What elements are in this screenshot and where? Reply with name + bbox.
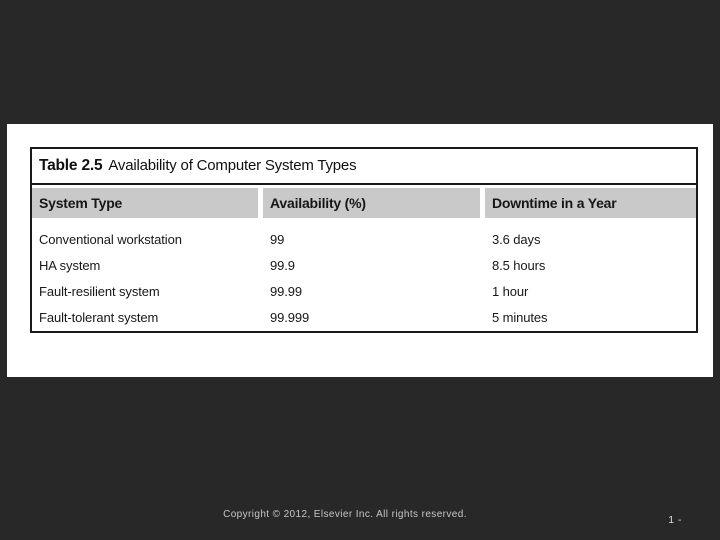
table-title: Table 2.5 Availability of Computer System… — [32, 149, 696, 185]
cell-downtime: 5 minutes — [492, 310, 548, 325]
cell-system-type: Fault-resilient system — [39, 284, 160, 299]
column-header-system-type: System Type — [32, 188, 258, 218]
table-body: Conventional workstation 99 3.6 days HA … — [32, 227, 696, 331]
cell-system-type: Fault-tolerant system — [39, 310, 159, 325]
table-row: Fault-tolerant system 99.999 5 minutes — [32, 305, 696, 331]
cell-availability: 99.999 — [270, 310, 310, 325]
cell-downtime: 8.5 hours — [492, 258, 546, 273]
cell-system-type: HA system — [39, 258, 101, 273]
column-header-downtime: Downtime in a Year — [485, 188, 696, 218]
slide-content-panel: Table 2.5 Availability of Computer System… — [7, 124, 713, 377]
cell-availability: 99.99 — [270, 284, 303, 299]
cell-downtime: 1 hour — [492, 284, 529, 299]
cell-system-type: Conventional workstation — [39, 232, 182, 247]
page-number: 1 - — [668, 514, 682, 526]
cell-availability: 99.9 — [270, 258, 295, 273]
table-title-text: Availability of Computer System Types — [108, 157, 357, 174]
cell-availability: 99 — [270, 232, 285, 247]
table-row: Conventional workstation 99 3.6 days — [32, 227, 696, 253]
availability-table: Table 2.5 Availability of Computer System… — [30, 147, 698, 333]
copyright-text: Copyright © 2012, Elsevier Inc. All righ… — [223, 509, 467, 520]
table-row: HA system 99.9 8.5 hours — [32, 253, 696, 279]
table-row: Fault-resilient system 99.99 1 hour — [32, 279, 696, 305]
column-header-availability: Availability (%) — [263, 188, 480, 218]
table-label: Table 2.5 — [39, 157, 103, 174]
table-header-row: System Type Availability (%) Downtime in… — [32, 188, 696, 218]
cell-downtime: 3.6 days — [492, 232, 541, 247]
